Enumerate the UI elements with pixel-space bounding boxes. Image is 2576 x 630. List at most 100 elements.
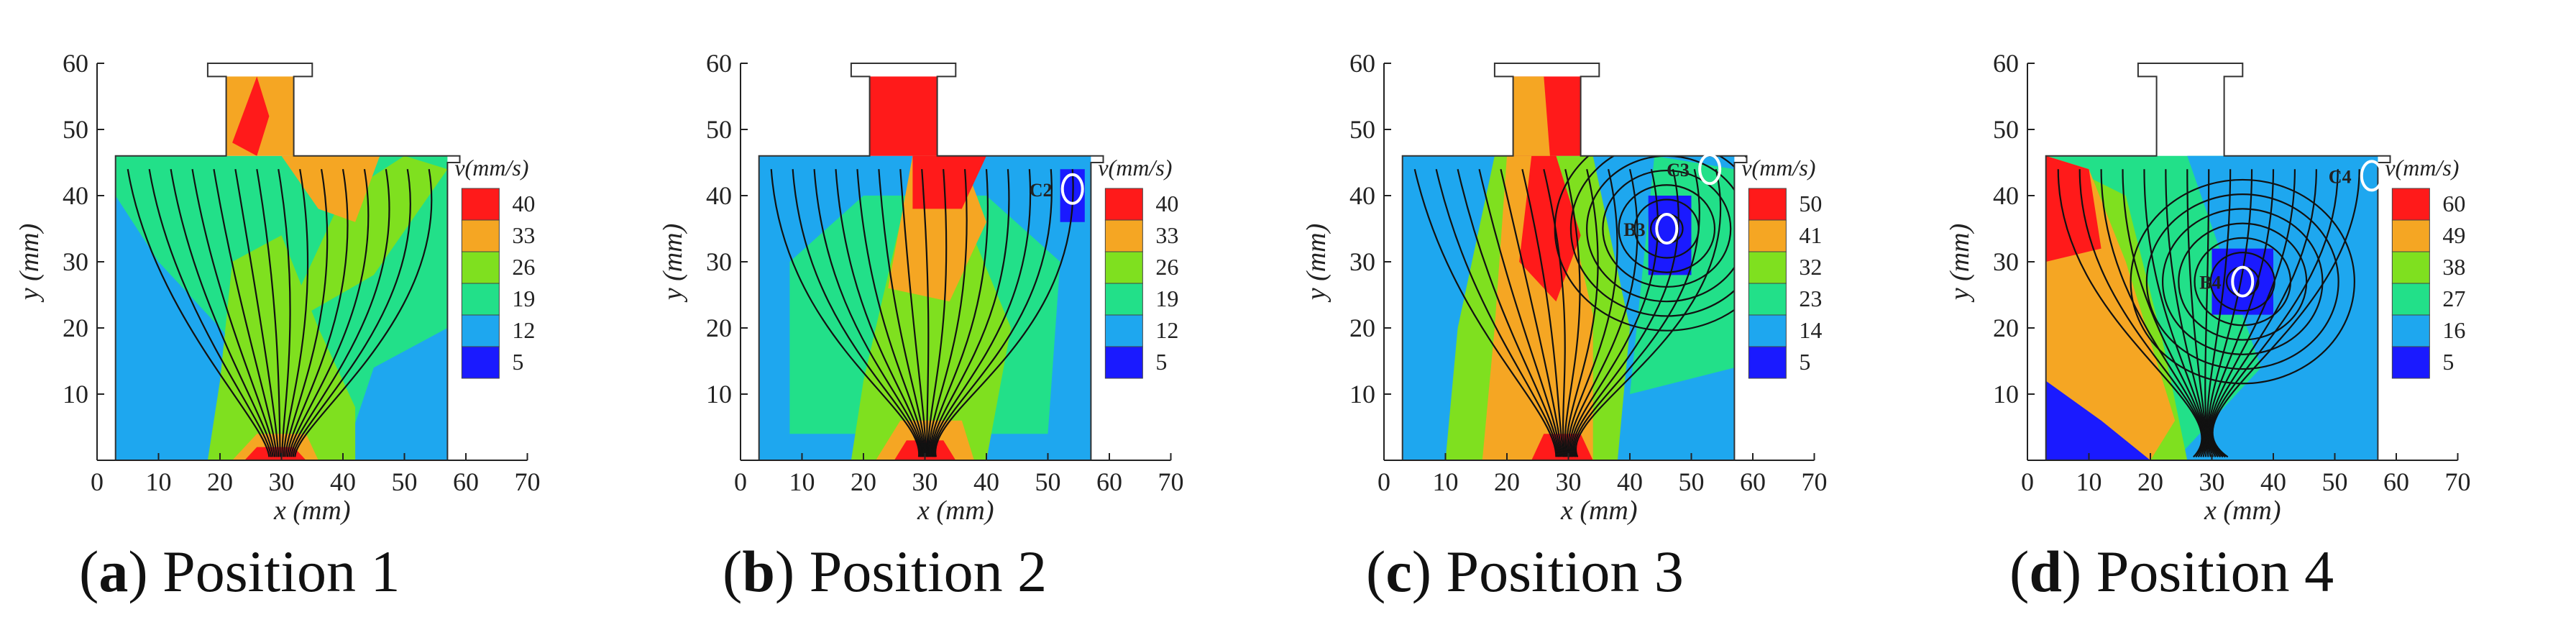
vortex-streamline — [2145, 193, 2339, 370]
y-tick-label: 10 — [1993, 380, 2019, 408]
caption-paren-open: ( — [1366, 539, 1386, 604]
contour-region — [343, 328, 448, 460]
panel-caption: (c) Position 3 — [1366, 538, 1684, 606]
x-axis-label: x (mm) — [2204, 496, 2281, 526]
colorbar-title: v(mm/s) — [1741, 155, 1815, 181]
vortex-label: C2 — [1030, 180, 1053, 201]
streamline — [1566, 168, 1599, 457]
caption-paren-close: ) — [1411, 539, 1447, 604]
streamline — [933, 169, 1053, 457]
x-tick-label: 50 — [1035, 467, 1061, 496]
streamline — [770, 169, 920, 457]
domain-outline — [1401, 63, 1748, 461]
y-tick-label: 50 — [1349, 115, 1375, 144]
y-axis-label: y (mm) — [658, 224, 688, 303]
streamline — [835, 169, 924, 457]
y-tick-label: 30 — [63, 247, 88, 276]
colorbar-swatch — [2391, 188, 2430, 221]
vortex-label: C3 — [1667, 160, 1690, 181]
streamline — [1575, 168, 1722, 457]
streamline — [2207, 169, 2253, 457]
colorbar-swatch — [2391, 346, 2430, 379]
streamline — [1457, 168, 1560, 457]
colorbar-swatch — [1748, 251, 1787, 284]
x-tick-label: 10 — [1433, 467, 1459, 496]
contour-region — [1513, 76, 1550, 156]
caption-text: Position 2 — [809, 539, 1048, 604]
caption-paren-close: ) — [774, 539, 810, 604]
vortex-label: C4 — [2329, 166, 2352, 187]
streamline — [1413, 168, 1557, 457]
x-tick-label: 0 — [1378, 467, 1390, 496]
contour-region — [912, 155, 986, 209]
x-tick-label: 60 — [2383, 467, 2409, 496]
streamline — [878, 169, 926, 457]
chart-panel-a: 0 10 20 30 40 50 60 70 10 20 30 40 50 60 x (mm) y (mm) v… — [0, 0, 643, 630]
y-tick-label: 30 — [706, 247, 732, 276]
caption-letter: a — [98, 539, 129, 604]
colorbar-level-label: 5 — [2442, 349, 2454, 375]
colorbar-swatch — [2391, 314, 2430, 347]
y-tick-label: 50 — [1993, 115, 2019, 144]
chart-panel-d: B4 C4 0 10 20 30 40 50 60 70 10 20 30 40 50 60 x (mm) y (… — [1930, 0, 2574, 630]
colorbar-swatch — [1104, 188, 1143, 221]
colorbar-level-label: 27 — [2442, 286, 2465, 311]
x-tick-label: 30 — [2199, 467, 2225, 496]
streamline — [931, 169, 1010, 457]
x-tick-label: 40 — [330, 467, 356, 496]
streamline — [191, 169, 276, 457]
streamline — [792, 169, 921, 457]
x-tick-label: 60 — [453, 467, 479, 496]
chart-svg: B3 C3 0 10 20 30 40 50 60 70 10 20 30 40 50 60 x (mm) y (… — [1301, 49, 1828, 526]
streamline — [148, 169, 272, 457]
streamline — [1435, 168, 1559, 457]
caption-text: Position 1 — [162, 539, 400, 604]
streamline — [928, 169, 968, 457]
colorbar-level-label: 5 — [1799, 349, 1810, 375]
streamline — [234, 169, 280, 457]
x-tick-label: 50 — [1679, 467, 1705, 496]
contour-region — [2045, 76, 2089, 156]
colorbar-level-label: 50 — [1799, 191, 1822, 216]
chart-svg: C2 0 10 20 30 40 50 60 70 10 20 30 40 50 60 x (mm) y (mm… — [658, 49, 1184, 526]
colorbar-level-label: 40 — [512, 191, 535, 216]
vortex-core-marker — [1698, 153, 1722, 186]
vortex-label: B3 — [1623, 219, 1645, 240]
streamline — [127, 169, 270, 457]
contour-region — [2211, 248, 2273, 315]
streamline — [285, 169, 329, 457]
streamline — [935, 169, 1074, 457]
colorbar-level-label: 19 — [1155, 286, 1178, 311]
y-tick-label: 30 — [1993, 247, 2019, 276]
contour-region — [2045, 155, 2101, 262]
y-tick-label: 60 — [706, 49, 732, 78]
contour-field — [2045, 76, 2378, 460]
colorbar-level-label: 38 — [2442, 254, 2465, 280]
vortex-streamline — [2178, 222, 2308, 341]
streamline — [1564, 168, 1581, 457]
vortex-streamline — [2162, 208, 2324, 355]
streamline — [294, 169, 433, 457]
vortex-core-marker — [2231, 265, 2255, 298]
x-tick-label: 70 — [1158, 467, 1184, 496]
y-tick-label: 40 — [706, 181, 732, 210]
streamline — [2057, 169, 2203, 458]
colorbar-swatch — [2391, 219, 2430, 252]
streamline — [856, 169, 925, 457]
streamlines — [770, 169, 1074, 457]
streamline — [1521, 168, 1565, 457]
x-tick-label: 0 — [91, 467, 104, 496]
vortex-label: B4 — [2199, 273, 2221, 293]
colorbar-title: v(mm/s) — [454, 155, 528, 181]
vortex-streamline — [1618, 184, 1716, 273]
vortex-streamline — [2209, 252, 2275, 312]
x-tick-label: 10 — [789, 467, 815, 496]
x-tick-label: 40 — [973, 467, 999, 496]
colorbar-level-label: 14 — [1799, 317, 1822, 343]
x-tick-label: 50 — [392, 467, 418, 496]
streamline — [213, 169, 278, 457]
colorbar-level-label: 12 — [1155, 317, 1178, 343]
colorbar-level-label: 33 — [1155, 222, 1178, 248]
streamline — [813, 169, 922, 457]
